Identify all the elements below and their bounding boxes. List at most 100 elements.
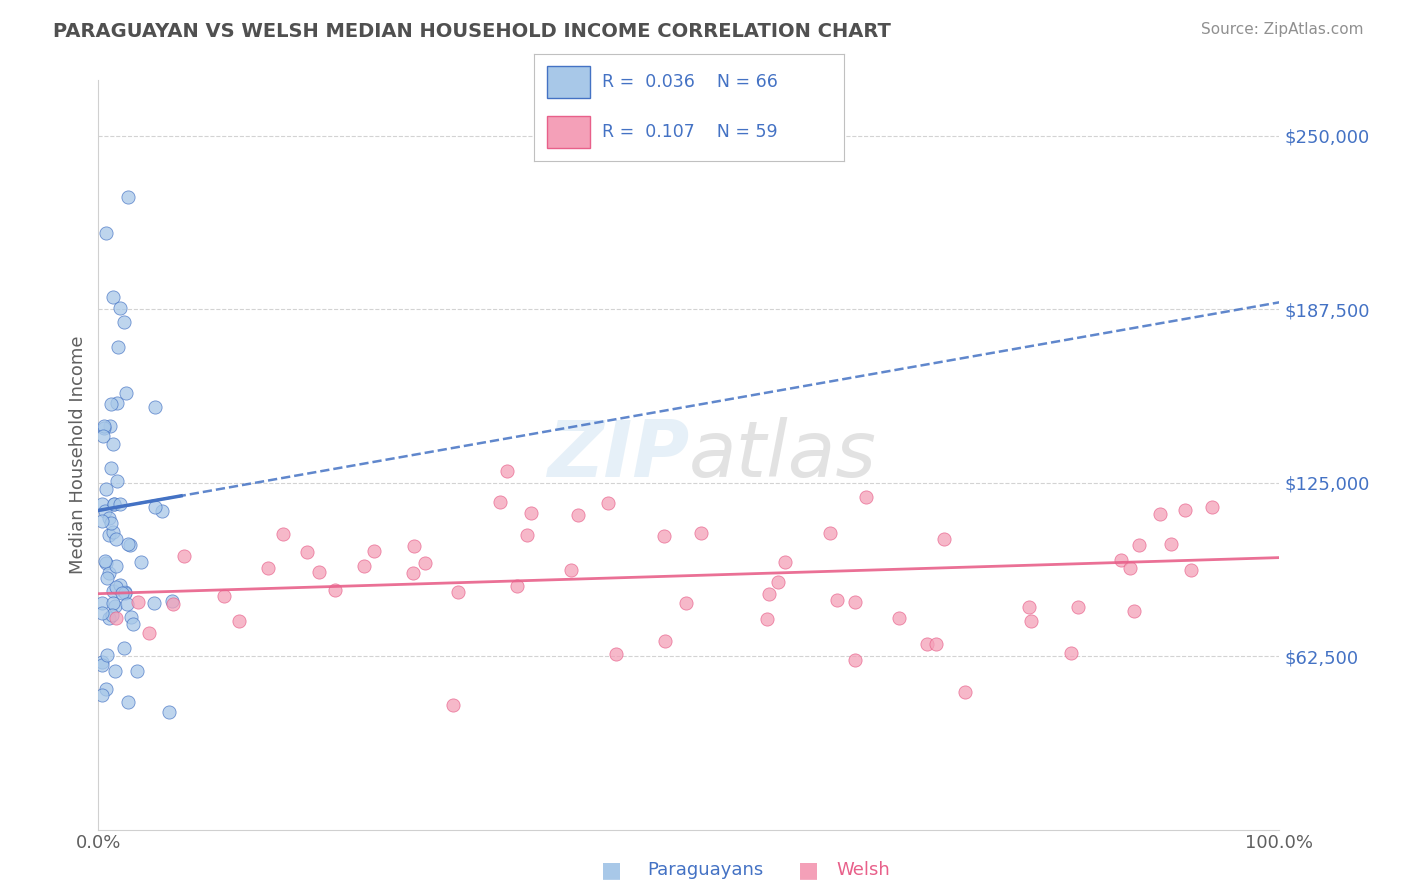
Point: [127, 595, 149, 609]
Point: [91, 497, 114, 511]
Point: [690, 526, 713, 541]
Point: [160, 594, 183, 608]
Point: [91, 429, 114, 443]
Point: [271, 526, 294, 541]
Point: [105, 474, 128, 488]
Point: [93, 503, 115, 517]
Point: [103, 496, 125, 510]
Point: [114, 585, 136, 599]
Point: [1060, 647, 1083, 661]
Point: [91, 607, 114, 621]
Point: [1201, 500, 1223, 514]
Y-axis label: Median Household Income: Median Household Income: [69, 335, 87, 574]
Point: [675, 596, 697, 610]
Point: [114, 585, 136, 599]
Point: [567, 508, 589, 522]
Point: [96, 571, 118, 585]
Point: [496, 464, 519, 478]
Point: [91, 689, 114, 703]
FancyBboxPatch shape: [547, 116, 591, 148]
Point: [91, 655, 114, 669]
Text: R =  0.036    N = 66: R = 0.036 N = 66: [602, 73, 778, 91]
Point: [915, 637, 938, 651]
Point: [115, 597, 138, 611]
Point: [844, 594, 866, 608]
Point: [108, 577, 131, 591]
Point: [173, 549, 195, 563]
Point: [447, 585, 470, 599]
Point: [104, 664, 127, 678]
Point: [108, 497, 131, 511]
Point: [122, 617, 145, 632]
Point: [111, 585, 134, 599]
Point: [101, 583, 124, 598]
Point: [1149, 508, 1171, 522]
Point: [1180, 563, 1202, 577]
Point: [1018, 600, 1040, 615]
Point: [98, 511, 121, 525]
Point: [143, 401, 166, 415]
Point: [402, 539, 425, 553]
Point: [143, 596, 166, 610]
Text: Welsh: Welsh: [837, 861, 890, 879]
Point: [98, 566, 121, 580]
Point: [228, 614, 250, 628]
Point: [212, 589, 235, 603]
Point: [855, 490, 877, 504]
Point: [1021, 615, 1043, 629]
Point: [103, 497, 125, 511]
Point: [818, 526, 841, 541]
Point: [104, 558, 127, 573]
Point: [520, 506, 543, 520]
Point: [654, 529, 676, 543]
Point: [323, 583, 346, 598]
Point: [98, 528, 121, 542]
Point: [101, 524, 124, 539]
Point: [887, 611, 910, 625]
Point: [489, 495, 512, 509]
Text: Paraguayans: Paraguayans: [647, 861, 763, 879]
Point: [773, 555, 796, 569]
Point: [117, 537, 139, 551]
Point: [120, 610, 142, 624]
Point: [100, 607, 122, 622]
Point: [353, 558, 375, 573]
Point: [107, 340, 129, 354]
Point: [257, 561, 280, 575]
Point: [308, 565, 330, 579]
Point: [108, 301, 131, 315]
Point: [125, 665, 148, 679]
Point: [94, 482, 117, 496]
Point: [100, 461, 122, 475]
Point: [413, 556, 436, 570]
Point: [91, 658, 114, 673]
Point: [825, 593, 848, 607]
Text: ZIP: ZIP: [547, 417, 689, 493]
Point: [101, 290, 124, 304]
Point: [932, 532, 955, 546]
Point: [94, 226, 117, 240]
Point: [150, 504, 173, 518]
Point: [402, 566, 425, 580]
Point: [560, 562, 582, 576]
Point: [98, 418, 121, 433]
Point: [104, 580, 127, 594]
Point: [654, 633, 676, 648]
Point: [1118, 561, 1140, 575]
Point: [1174, 503, 1197, 517]
Point: [505, 578, 527, 592]
Point: [1067, 599, 1090, 614]
Point: [516, 527, 538, 541]
Point: [295, 545, 318, 559]
Point: [105, 611, 128, 625]
Point: [138, 626, 160, 640]
Point: [1123, 604, 1146, 618]
Point: [105, 395, 128, 409]
Point: [112, 640, 135, 655]
Point: [103, 436, 125, 450]
Point: [104, 599, 127, 613]
Point: [94, 682, 117, 697]
Point: [441, 698, 464, 712]
Point: [112, 315, 135, 329]
Point: [924, 637, 946, 651]
